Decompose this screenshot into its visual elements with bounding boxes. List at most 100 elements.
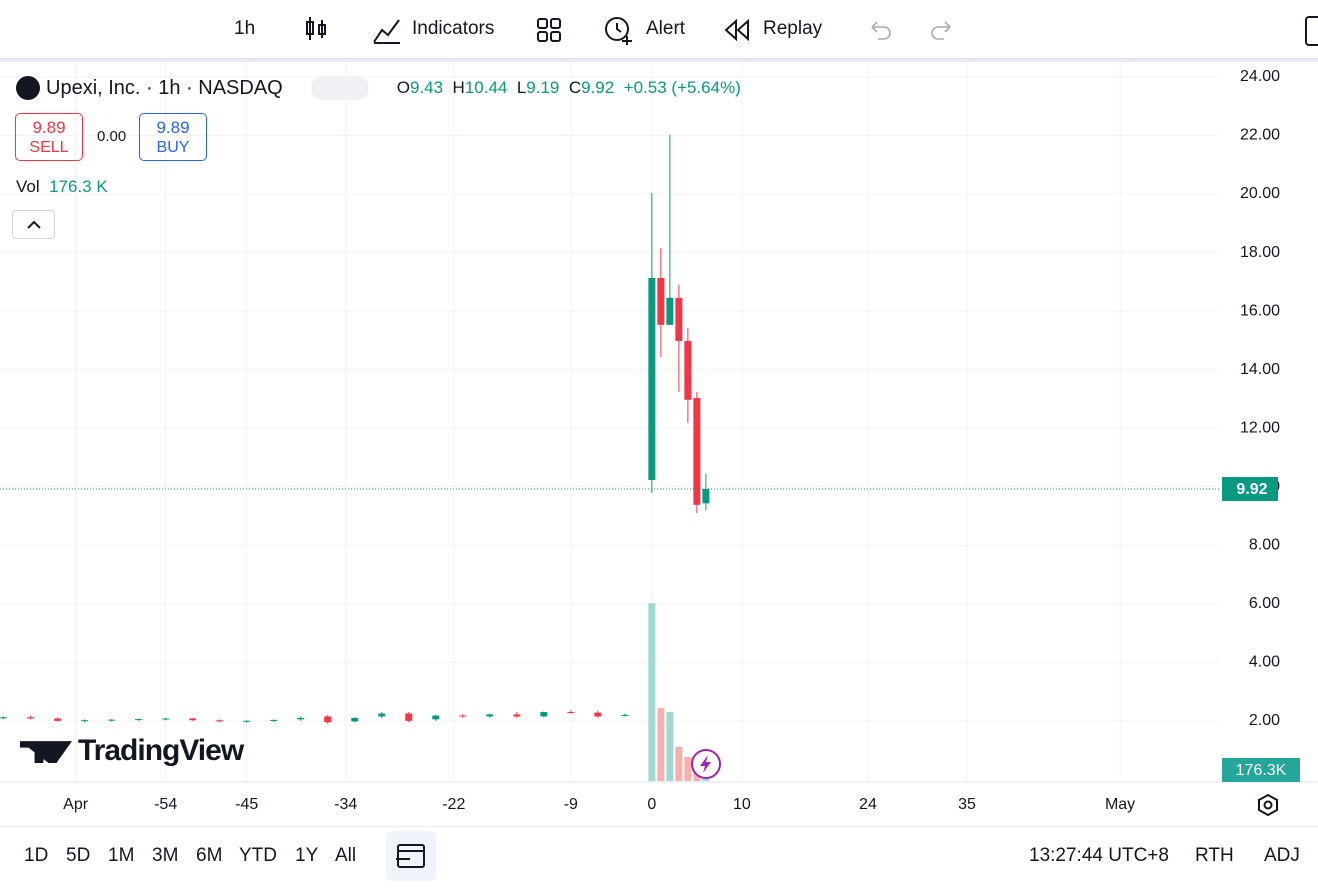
candle-body xyxy=(270,719,278,721)
y-tick-label: 24.00 xyxy=(1240,68,1280,85)
candle-body xyxy=(684,340,692,400)
y-tick-label: 22.00 xyxy=(1240,127,1280,144)
calendar-icon xyxy=(396,844,425,868)
candle-body xyxy=(702,489,710,504)
range-button[interactable]: 1M xyxy=(108,845,135,866)
y-tick-label: 20.00 xyxy=(1240,185,1280,202)
volume-bar xyxy=(684,757,692,781)
candle-body xyxy=(297,717,305,720)
chart-panel xyxy=(0,62,1318,826)
y-tick-label: 8.00 xyxy=(1249,536,1280,553)
sell-button[interactable]: 9.89 SELL xyxy=(15,113,83,161)
ohlc: O9.43 H10.44 L9.19 C9.92 +0.53 (+5.64%) xyxy=(397,78,741,98)
change: +0.53 xyxy=(623,78,667,97)
volume-marker xyxy=(1222,758,1300,782)
y-tick-label: 14.00 xyxy=(1240,361,1280,378)
buy-label: BUY xyxy=(156,139,190,156)
alert-icon[interactable] xyxy=(603,14,635,46)
candle-body xyxy=(81,720,89,722)
y-tick-label: 2.00 xyxy=(1249,712,1280,729)
volume-bar xyxy=(648,603,656,781)
indicators-icon[interactable] xyxy=(372,16,402,44)
y-tick-label: 18.00 xyxy=(1240,244,1280,261)
symbol-name[interactable]: Upexi, Inc. · 1h · NASDAQ xyxy=(46,76,283,99)
volume-bar xyxy=(702,778,710,781)
clock[interactable]: 13:27:44 UTC+8 xyxy=(1029,845,1169,866)
x-tick-label: May xyxy=(1105,796,1135,813)
y-tick-label: 16.00 xyxy=(1240,302,1280,319)
interval[interactable]: 1h xyxy=(234,18,256,39)
candle-body xyxy=(648,278,656,480)
candle-body xyxy=(405,713,413,721)
change-pct: (+5.64%) xyxy=(671,78,741,97)
alert[interactable]: Alert xyxy=(646,18,686,39)
volume-bar xyxy=(666,711,674,781)
range-button[interactable]: 1Y xyxy=(295,845,319,866)
candle-body xyxy=(594,712,602,717)
low: 9.19 xyxy=(526,78,560,97)
range-button[interactable]: 1D xyxy=(24,845,49,866)
session[interactable]: RTH xyxy=(1195,845,1234,866)
candle-body xyxy=(486,714,494,717)
range-button[interactable]: 6M xyxy=(196,845,223,866)
adjustment[interactable]: ADJ xyxy=(1264,845,1300,866)
replay[interactable]: Replay xyxy=(763,18,823,39)
chart-type-icon[interactable] xyxy=(304,16,328,42)
undo-redo[interactable] xyxy=(868,19,958,41)
bolt-icon[interactable] xyxy=(690,748,722,780)
candle-body xyxy=(27,717,35,719)
l-label: L xyxy=(516,78,527,97)
volume-legend: Vol 176.3 K xyxy=(16,177,108,197)
goto-date[interactable] xyxy=(386,831,436,881)
x-tick-label: -45 xyxy=(235,796,258,813)
sell-price: 9.89 xyxy=(32,118,66,137)
logo-text: TradingView xyxy=(78,734,244,767)
candle-body xyxy=(324,716,332,723)
range-button[interactable]: 3M xyxy=(152,845,179,866)
collapse-button[interactable] xyxy=(12,210,55,239)
collapse-icon xyxy=(27,220,41,229)
x-tick-label: -22 xyxy=(442,796,465,813)
candle-body xyxy=(567,712,575,714)
indicators[interactable]: Indicators xyxy=(412,18,495,39)
candle-body xyxy=(135,719,143,721)
close: 9.92 xyxy=(581,78,615,97)
x-tick-label: 10 xyxy=(733,796,751,813)
buy-price: 9.89 xyxy=(156,118,190,137)
tradingview-logo[interactable]: TradingView xyxy=(20,734,244,768)
replay-icon[interactable] xyxy=(724,19,750,41)
o-label: O xyxy=(396,78,410,97)
x-tick-label: -9 xyxy=(564,796,578,813)
volume-label: 176.3K xyxy=(1236,762,1287,779)
volume-bar xyxy=(657,708,665,781)
fullscreen[interactable] xyxy=(1305,16,1318,46)
x-tick-label: 24 xyxy=(859,796,877,813)
candle-body xyxy=(243,720,251,722)
high: 10.44 xyxy=(464,78,508,97)
layout-icon[interactable] xyxy=(536,17,562,43)
candle-body xyxy=(378,713,386,717)
candle-body xyxy=(657,278,665,325)
candle-body xyxy=(54,718,62,721)
candle-body xyxy=(351,717,359,722)
y-tick-label: 6.00 xyxy=(1249,595,1280,612)
candle-body xyxy=(459,715,467,717)
buy-button[interactable]: 9.89 BUY xyxy=(139,113,207,161)
chart: 24.0022.0020.0018.0016.0014.0012.0010.00… xyxy=(0,62,1318,813)
logo-mark xyxy=(20,741,72,764)
h-label: H xyxy=(452,78,465,97)
symbol-logo xyxy=(16,76,40,100)
range-button[interactable]: 5D xyxy=(66,845,91,866)
candle-body xyxy=(513,714,521,717)
range-button[interactable]: YTD xyxy=(239,845,277,866)
status-pill[interactable] xyxy=(310,76,369,100)
candle-body xyxy=(432,715,440,720)
y-tick-label: 12.00 xyxy=(1240,419,1280,436)
candle-body xyxy=(675,297,683,341)
candle-body xyxy=(0,717,8,719)
candle-body xyxy=(162,718,170,720)
candle-body xyxy=(540,712,548,717)
range-button[interactable]: All xyxy=(335,845,357,866)
settings-icon[interactable] xyxy=(1256,793,1280,817)
x-tick-label: 35 xyxy=(958,796,976,813)
